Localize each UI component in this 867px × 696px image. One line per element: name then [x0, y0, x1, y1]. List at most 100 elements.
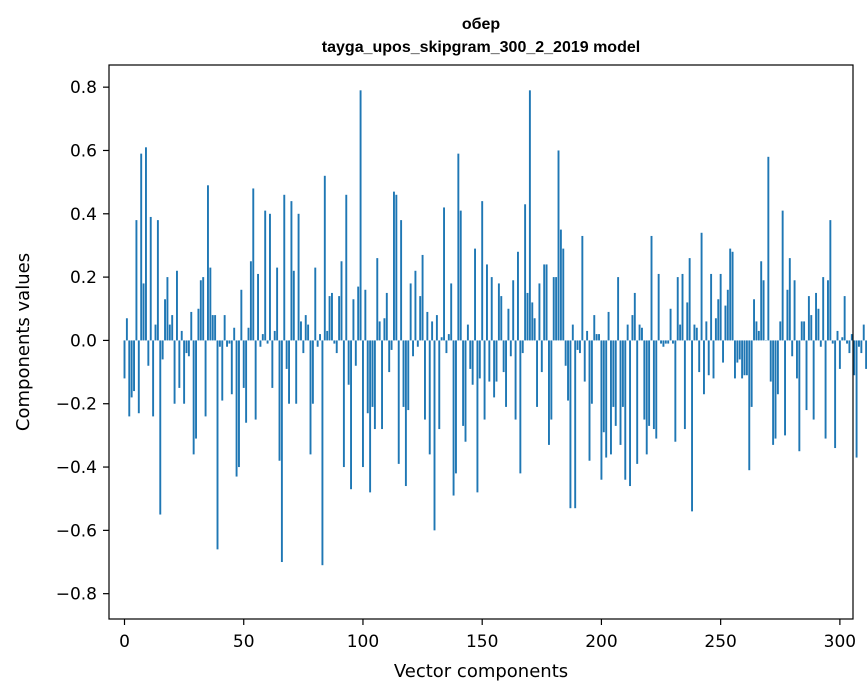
bar-44	[228, 340, 231, 344]
bar-10	[147, 340, 150, 366]
bar-14	[156, 220, 159, 341]
bar-161	[507, 308, 510, 341]
x-tick-label: 50	[233, 632, 255, 652]
bar-287	[807, 296, 810, 341]
bar-262	[748, 340, 751, 471]
bar-112	[390, 340, 393, 350]
bar-42	[223, 315, 226, 341]
bar-8	[142, 283, 145, 341]
bar-172	[533, 318, 536, 341]
bar-206	[614, 340, 617, 426]
bar-103	[369, 340, 372, 493]
bar-217	[641, 327, 643, 341]
bar-109	[383, 318, 386, 341]
bar-236	[686, 302, 689, 341]
bar-201	[602, 340, 605, 433]
bar-303	[846, 340, 848, 344]
bar-3	[130, 340, 133, 398]
bar-279	[788, 258, 791, 341]
bar-171	[531, 302, 534, 341]
bar-59	[264, 210, 267, 341]
bar-149	[478, 340, 481, 379]
bar-127	[426, 311, 429, 341]
bar-244	[705, 321, 708, 341]
bar-107	[378, 321, 381, 341]
bar-250	[719, 273, 722, 341]
bar-176	[543, 264, 546, 341]
bar-291	[817, 308, 820, 341]
bar-122	[414, 270, 417, 341]
bar-188	[571, 324, 574, 341]
bar-213	[631, 315, 634, 341]
bar-69	[288, 340, 290, 404]
bar-266	[757, 330, 760, 341]
bar-45	[230, 340, 233, 395]
bar-70	[290, 201, 293, 341]
bar-47	[235, 340, 238, 477]
bar-66	[280, 340, 283, 563]
bar-157	[497, 283, 500, 341]
bar-143	[464, 340, 467, 442]
bar-96	[352, 299, 355, 341]
bar-63	[273, 330, 276, 341]
bar-215	[636, 340, 639, 464]
bar-113	[393, 191, 395, 341]
bar-48	[238, 340, 240, 468]
bar-28	[190, 311, 193, 341]
bar-243	[703, 340, 705, 395]
bar-85	[326, 330, 329, 341]
bar-73	[297, 213, 300, 341]
bar-130	[433, 340, 436, 531]
bar-274	[776, 340, 779, 395]
bar-177	[545, 264, 548, 341]
bar-26	[185, 340, 188, 354]
bar-72	[295, 340, 298, 404]
bar-163	[512, 280, 515, 341]
bar-267	[760, 261, 763, 341]
bar-216	[638, 324, 641, 341]
bar-194	[586, 330, 589, 341]
bar-208	[619, 340, 622, 445]
bar-308	[858, 340, 860, 347]
bar-169	[526, 292, 529, 341]
bar-62	[271, 340, 274, 388]
bar-221	[650, 235, 653, 341]
bar-170	[528, 90, 531, 341]
bar-78	[309, 340, 312, 455]
bar-119	[407, 340, 410, 411]
bar-106	[376, 258, 379, 341]
bar-16	[161, 340, 164, 360]
x-tick-label: 0	[119, 632, 130, 652]
bar-17	[164, 299, 166, 341]
bar-249	[717, 299, 720, 341]
bar-212	[629, 340, 631, 487]
bar-278	[786, 289, 789, 341]
bar-118	[404, 340, 407, 487]
bar-210	[624, 340, 627, 480]
bar-151	[483, 340, 486, 420]
bar-89	[335, 340, 338, 354]
y-tick-label: −0.2	[56, 395, 97, 415]
bar-129	[431, 321, 434, 341]
bar-182	[557, 150, 560, 341]
bar-124	[419, 296, 422, 341]
bar-258	[738, 340, 741, 360]
bar-198	[595, 334, 598, 341]
bar-77	[307, 324, 310, 341]
bar-140	[457, 153, 460, 341]
bar-228	[667, 340, 670, 344]
bar-295	[827, 280, 829, 341]
bar-50	[242, 340, 245, 388]
bar-281	[793, 280, 796, 341]
bar-164	[514, 340, 517, 420]
bar-286	[805, 340, 808, 411]
bar-15	[159, 340, 162, 515]
bar-31	[197, 308, 200, 341]
bar-273	[774, 340, 777, 439]
bar-203	[607, 311, 610, 341]
bar-240	[695, 327, 698, 341]
bar-53	[249, 261, 252, 341]
bar-81	[316, 340, 319, 347]
bar-232	[676, 277, 679, 341]
